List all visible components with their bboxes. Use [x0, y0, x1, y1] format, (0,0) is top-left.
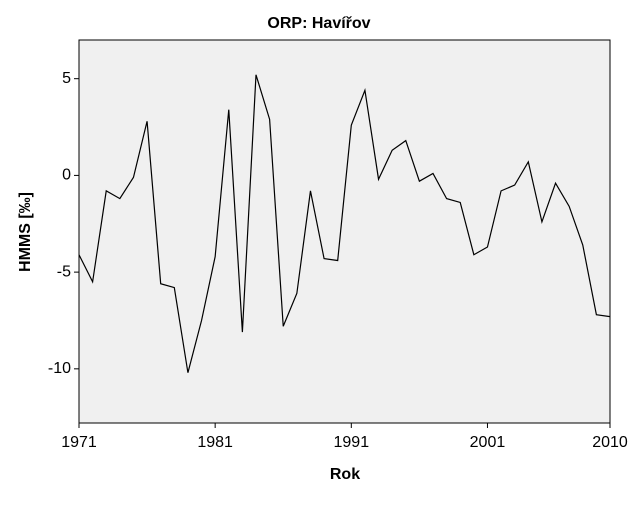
- y-axis-label: HMMS [‰]: [17, 192, 34, 272]
- y-tick-label: 0: [62, 167, 71, 184]
- x-tick-label: 1981: [197, 434, 233, 451]
- x-axis-label: Rok: [330, 466, 360, 483]
- y-tick-label: 5: [62, 70, 71, 87]
- plot-area: [78, 39, 611, 424]
- y-tick-label: -10: [48, 360, 71, 377]
- x-tick-label: 2001: [470, 434, 506, 451]
- x-tick-label: 1971: [61, 434, 97, 451]
- chart-title: ORP: Havířov: [267, 15, 370, 32]
- x-tick-label: 2010: [592, 434, 628, 451]
- data-line: [78, 74, 611, 373]
- y-tick-label: -5: [57, 263, 71, 280]
- x-tick-label: 1991: [334, 434, 370, 451]
